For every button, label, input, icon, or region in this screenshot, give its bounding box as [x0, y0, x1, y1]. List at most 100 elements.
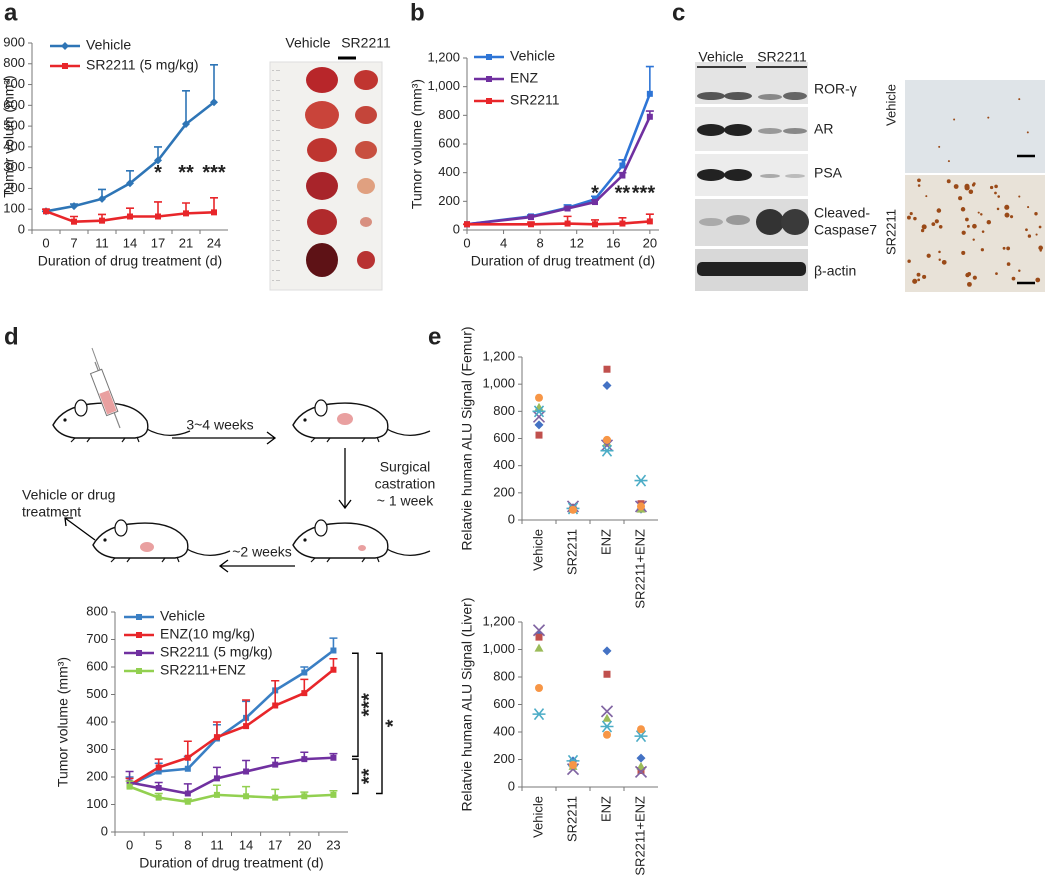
marker: [464, 221, 470, 228]
stain-dot: [917, 178, 921, 183]
significance-label: *: [382, 719, 404, 727]
blot-band-label: ROR-γ: [814, 81, 857, 97]
x-tick-label: SR2211+ENZ: [632, 529, 647, 609]
ihc-image: [905, 80, 1045, 173]
x-tick-label: 17: [151, 235, 165, 250]
significance-label: **: [178, 162, 194, 184]
stain-dot: [1011, 276, 1016, 281]
panel-label: a: [4, 0, 18, 26]
marker: [603, 670, 611, 678]
marker: [592, 221, 598, 228]
step-label: Surgical: [380, 459, 431, 475]
marker: [602, 381, 612, 391]
x-tick-label: 11: [95, 235, 109, 250]
marker: [603, 435, 611, 444]
marker: [600, 720, 614, 733]
x-tick-label: Vehicle: [530, 796, 545, 838]
legend-label: Vehicle: [86, 37, 131, 53]
axis-line: [521, 622, 658, 788]
marker: [301, 690, 308, 697]
marker: [564, 205, 571, 212]
marker: [569, 505, 577, 514]
x-tick-label: 21: [179, 235, 193, 250]
marker: [602, 646, 612, 656]
stain-dot: [958, 196, 963, 201]
panel-label: e: [428, 323, 441, 350]
significance-label: *: [154, 162, 162, 184]
x-tick-label: 14: [239, 837, 253, 852]
marker: [213, 775, 220, 782]
blot-band-label: Cleaved-: [814, 205, 870, 221]
series-line: [129, 756, 334, 795]
marker: [127, 213, 133, 220]
y-tick-label: 1,200: [427, 49, 460, 64]
marker: [330, 791, 337, 798]
blot-group: Vehicle: [698, 49, 743, 65]
series-line: [128, 668, 335, 787]
y-tick-label: 100: [86, 796, 108, 811]
stain-dot: [953, 184, 959, 189]
marker: [592, 199, 598, 206]
marker: [272, 761, 279, 768]
marker: [535, 431, 543, 439]
marker: [272, 794, 279, 801]
stain-dot: [936, 208, 942, 213]
y-tick-label: 700: [3, 76, 25, 91]
y-tick-label: 500: [3, 118, 25, 133]
marker: [243, 768, 250, 775]
stain-dot: [938, 224, 943, 229]
y-tick-label: 600: [493, 696, 515, 711]
marker: [532, 624, 546, 637]
marker: [155, 785, 162, 791]
marker: [99, 217, 105, 224]
marker: [182, 120, 190, 129]
marker: [184, 754, 191, 761]
legend-label: Vehicle: [510, 48, 555, 64]
legend-marker: [136, 668, 142, 674]
marker: [243, 793, 250, 800]
marker: [155, 764, 162, 771]
y-axis-label: Tumor volume (mm³): [55, 657, 71, 787]
y-tick-label: 1,000: [427, 78, 460, 93]
x-tick-label: SR2211+ENZ: [632, 796, 647, 876]
marker: [602, 713, 612, 722]
x-tick-label: SR2211: [564, 796, 579, 842]
marker: [528, 214, 534, 221]
ihc-image: [905, 175, 1045, 292]
marker: [637, 767, 645, 774]
series-line: [467, 220, 650, 226]
x-tick-label: 8: [184, 837, 191, 852]
marker: [155, 213, 161, 220]
x-tick-label: SR2211: [564, 529, 579, 575]
marker: [646, 218, 653, 225]
series-line: [45, 101, 215, 213]
legend-label: SR2211: [510, 92, 560, 108]
x-tick-label: Vehicle: [530, 529, 545, 571]
stain-dot: [972, 275, 977, 280]
y-tick-label: 200: [438, 193, 460, 208]
marker: [210, 98, 218, 107]
y-tick-label: 600: [438, 135, 460, 150]
stain-dot: [1035, 277, 1041, 283]
stain-dot: [977, 211, 980, 214]
stain-dot: [1018, 98, 1021, 101]
y-tick-label: 600: [3, 97, 25, 112]
error-bar: [271, 679, 280, 706]
stain-dot: [907, 259, 911, 263]
stain-dot: [1035, 233, 1038, 236]
y-axis-label: Tumor volume (mm³): [409, 79, 425, 209]
stain-dot: [926, 253, 931, 258]
marker: [532, 410, 546, 423]
series-line: [129, 649, 335, 787]
marker: [301, 793, 308, 800]
y-tick-label: 800: [438, 107, 460, 122]
y-tick-label: 400: [493, 457, 515, 472]
y-tick-label: 400: [86, 713, 108, 728]
stain-dot: [1006, 262, 1011, 266]
error-bar: [645, 65, 654, 94]
stain-dot: [1004, 212, 1010, 218]
x-tick-label: 12: [569, 235, 583, 250]
legend-marker: [486, 76, 492, 82]
x-tick-label: 11: [210, 837, 224, 852]
